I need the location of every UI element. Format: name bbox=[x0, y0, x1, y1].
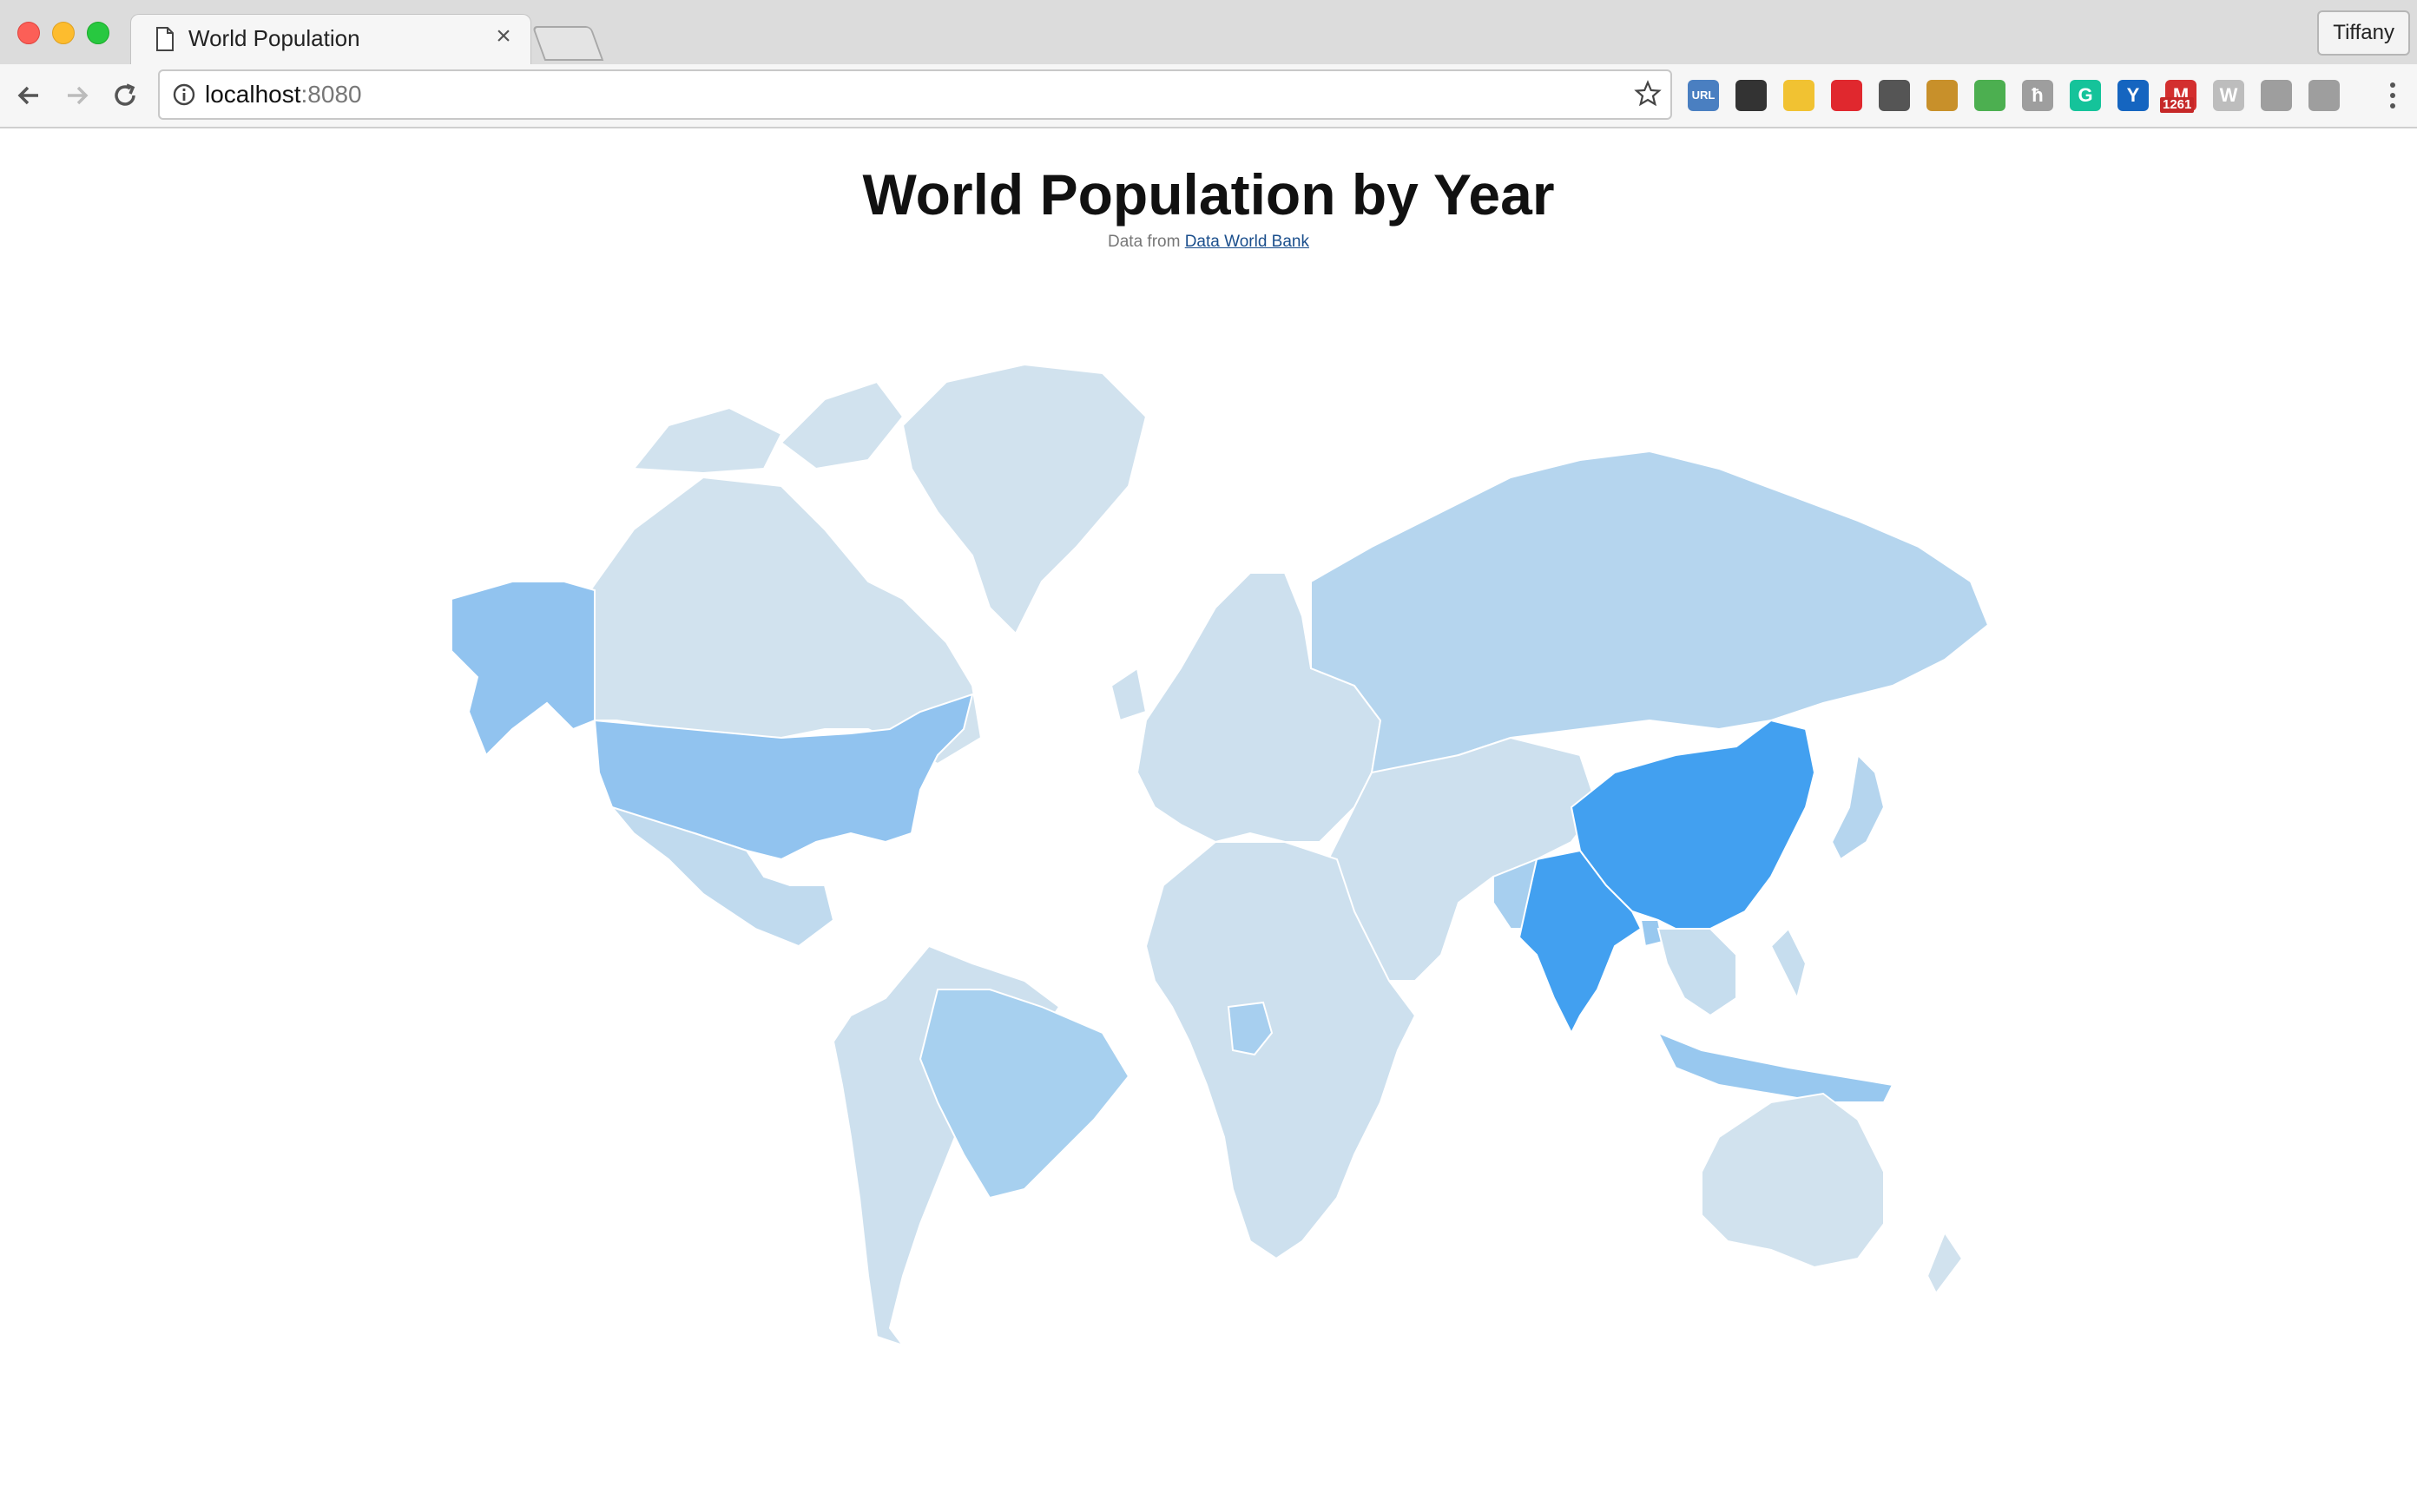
world-extension-icon[interactable] bbox=[1974, 80, 2005, 111]
gear-extension-icon[interactable] bbox=[1735, 80, 1767, 111]
region-indonesia[interactable] bbox=[1656, 1031, 1894, 1103]
address-bar[interactable]: localhost:8080 bbox=[158, 69, 1672, 120]
new-tab-button[interactable] bbox=[531, 26, 604, 61]
dropbox-extension-icon[interactable] bbox=[2261, 80, 2292, 111]
forward-arrow-icon[interactable] bbox=[59, 78, 94, 113]
region-southeast-asia[interactable] bbox=[1656, 927, 1808, 1017]
opera-extension-icon[interactable] bbox=[1831, 80, 1862, 111]
pdf-extension-icon[interactable]: URL bbox=[1688, 80, 1719, 111]
h-extension-icon[interactable]: ħ bbox=[2022, 80, 2053, 111]
gmail-extension-icon[interactable]: M 1261 bbox=[2160, 80, 2196, 113]
v-extension-icon[interactable]: Y bbox=[2117, 80, 2149, 111]
region-japan[interactable] bbox=[1830, 753, 1886, 861]
drive-extension-icon[interactable] bbox=[2308, 80, 2340, 111]
data-world-bank-link[interactable]: Data World Bank bbox=[1184, 233, 1309, 251]
region-brazil[interactable] bbox=[919, 989, 1130, 1200]
page-title: World Population by Year bbox=[862, 162, 1555, 227]
region-alaska[interactable] bbox=[451, 581, 596, 757]
active-tab[interactable]: World Population × bbox=[130, 14, 531, 65]
region-greenland[interactable] bbox=[901, 363, 1148, 635]
menu-dots-icon[interactable] bbox=[2387, 76, 2398, 115]
url-text[interactable]: localhost:8080 bbox=[205, 81, 362, 108]
info-icon[interactable] bbox=[172, 82, 196, 111]
mail-count-badge: 1261 bbox=[2160, 97, 2195, 113]
tab-close-icon[interactable]: × bbox=[496, 22, 511, 50]
window-maximize-button[interactable] bbox=[87, 22, 109, 44]
tab-title: World Population bbox=[188, 25, 360, 51]
data-source-line: Data from Data World Bank bbox=[0, 233, 2417, 252]
grammarly-extension-icon[interactable]: G bbox=[2070, 80, 2101, 111]
window-close-button[interactable] bbox=[17, 22, 40, 44]
region-nigeria[interactable] bbox=[1227, 1001, 1274, 1056]
ruler-extension-icon[interactable] bbox=[1926, 80, 1958, 111]
eyedropper-extension-icon[interactable] bbox=[1879, 80, 1910, 111]
note-extension-icon[interactable] bbox=[1783, 80, 1814, 111]
w-extension-icon[interactable]: W bbox=[2213, 80, 2244, 111]
document-icon bbox=[155, 27, 175, 56]
region-russia[interactable] bbox=[1310, 450, 1990, 773]
region-mexico[interactable] bbox=[609, 805, 835, 948]
region-canada[interactable] bbox=[589, 380, 983, 766]
browser-toolbar: localhost:8080 URL ħ G Y M 1261 W bbox=[0, 64, 2417, 128]
profile-button[interactable]: Tiffany bbox=[2317, 10, 2410, 56]
region-africa-other[interactable] bbox=[1144, 841, 1417, 1260]
back-arrow-icon[interactable] bbox=[12, 78, 47, 113]
region-china[interactable] bbox=[1570, 719, 1816, 930]
world-population-map bbox=[451, 363, 1990, 1347]
data-source-prefix: Data from bbox=[1108, 233, 1181, 251]
region-australia[interactable] bbox=[1701, 1092, 1964, 1295]
bookmark-star-icon[interactable] bbox=[1634, 80, 1662, 112]
reload-icon[interactable] bbox=[108, 78, 142, 113]
tab-strip: World Population × Tiffany bbox=[0, 0, 2417, 65]
window-minimize-button[interactable] bbox=[52, 22, 75, 44]
